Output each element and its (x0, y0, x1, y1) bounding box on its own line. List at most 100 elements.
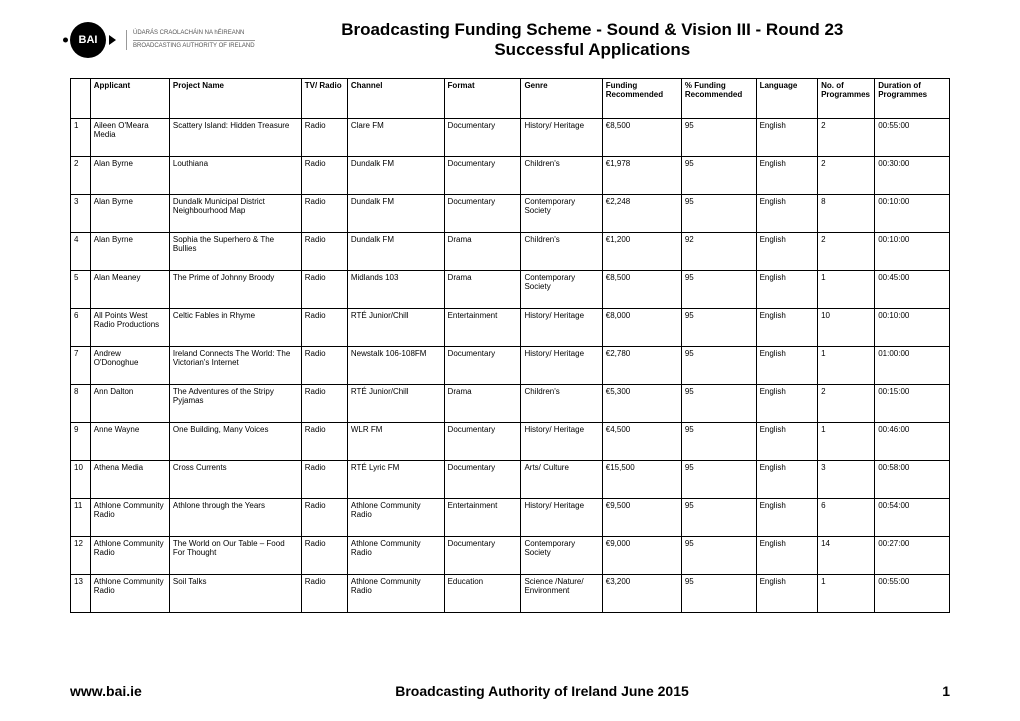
footer-org: Broadcasting Authority of Ireland June 2… (395, 683, 689, 699)
column-header: Channel (347, 79, 444, 119)
column-header: No. of Programmes (818, 79, 875, 119)
table-cell: English (756, 575, 818, 613)
table-cell: The World on Our Table – Food For Though… (169, 537, 301, 575)
table-cell: Education (444, 575, 521, 613)
table-cell: Alan Byrne (90, 195, 169, 233)
table-cell: 00:58:00 (875, 461, 950, 499)
table-cell: 1 (818, 347, 875, 385)
table-cell: 95 (681, 537, 756, 575)
table-cell: 1 (71, 119, 91, 157)
table-cell: Athlone Community Radio (90, 499, 169, 537)
table-cell: 95 (681, 347, 756, 385)
table-cell: Documentary (444, 347, 521, 385)
page-title: Broadcasting Funding Scheme - Sound & Vi… (295, 20, 890, 60)
table-cell: English (756, 461, 818, 499)
table-cell: Radio (301, 385, 347, 423)
table-cell: Dundalk FM (347, 157, 444, 195)
table-cell: Alan Byrne (90, 157, 169, 195)
table-cell: 7 (71, 347, 91, 385)
table-cell: Alan Meaney (90, 271, 169, 309)
column-header: Format (444, 79, 521, 119)
table-cell: History/ Heritage (521, 499, 602, 537)
table-cell: Dundalk FM (347, 233, 444, 271)
table-cell: 95 (681, 119, 756, 157)
table-cell: RTÉ Junior/Chill (347, 309, 444, 347)
table-cell: Contemporary Society (521, 195, 602, 233)
table-cell: Radio (301, 423, 347, 461)
table-row: 13Athlone Community RadioSoil TalksRadio… (71, 575, 950, 613)
table-cell: Radio (301, 119, 347, 157)
table-cell: 95 (681, 499, 756, 537)
table-cell: 00:10:00 (875, 233, 950, 271)
table-cell: Alan Byrne (90, 233, 169, 271)
table-cell: English (756, 537, 818, 575)
table-row: 12Athlone Community RadioThe World on Ou… (71, 537, 950, 575)
table-cell: Arts/ Culture (521, 461, 602, 499)
table-cell: 13 (71, 575, 91, 613)
table-cell: Drama (444, 271, 521, 309)
table-cell: English (756, 309, 818, 347)
table-cell: 95 (681, 195, 756, 233)
table-cell: Radio (301, 271, 347, 309)
table-cell: Celtic Fables in Rhyme (169, 309, 301, 347)
table-cell: 95 (681, 309, 756, 347)
table-cell: 1 (818, 423, 875, 461)
table-cell: English (756, 385, 818, 423)
table-head: ApplicantProject NameTV/ RadioChannelFor… (71, 79, 950, 119)
logo-text-en: BROADCASTING AUTHORITY OF IRELAND (133, 40, 255, 50)
table-cell: Athlone Community Radio (90, 537, 169, 575)
table-cell: Drama (444, 385, 521, 423)
table-row: 5Alan MeaneyThe Prime of Johnny BroodyRa… (71, 271, 950, 309)
table-cell: 8 (71, 385, 91, 423)
table-cell: Documentary (444, 195, 521, 233)
table-cell: Louthiana (169, 157, 301, 195)
table-cell: 10 (818, 309, 875, 347)
table-cell: 2 (818, 385, 875, 423)
table-cell: 92 (681, 233, 756, 271)
column-header: Project Name (169, 79, 301, 119)
table-cell: 95 (681, 157, 756, 195)
table-cell: Newstalk 106-108FM (347, 347, 444, 385)
table-cell: Documentary (444, 461, 521, 499)
table-cell: 8 (818, 195, 875, 233)
table-cell: 14 (818, 537, 875, 575)
table-cell: History/ Heritage (521, 119, 602, 157)
table-cell: 2 (71, 157, 91, 195)
column-header: TV/ Radio (301, 79, 347, 119)
table-cell: Documentary (444, 423, 521, 461)
table-cell: Midlands 103 (347, 271, 444, 309)
table-cell: Athena Media (90, 461, 169, 499)
table-cell: €2,780 (602, 347, 681, 385)
table-row: 1Aileen O'Meara MediaScattery Island: Hi… (71, 119, 950, 157)
table-cell: 95 (681, 461, 756, 499)
table-cell: €9,000 (602, 537, 681, 575)
table-cell: 00:54:00 (875, 499, 950, 537)
table-row: 6All Points West Radio ProductionsCeltic… (71, 309, 950, 347)
table-cell: English (756, 499, 818, 537)
table-cell: RTÉ Junior/Chill (347, 385, 444, 423)
table-cell: Documentary (444, 157, 521, 195)
table-cell: 1 (818, 575, 875, 613)
table-cell: English (756, 423, 818, 461)
table-cell: 10 (71, 461, 91, 499)
table-cell: Athlone Community Radio (347, 537, 444, 575)
logo-icon: BAI (70, 22, 106, 58)
table-cell: Children's (521, 385, 602, 423)
table-cell: 4 (71, 233, 91, 271)
table-cell: English (756, 271, 818, 309)
table-cell: €5,300 (602, 385, 681, 423)
logo-text: ÚDARÁS CRAOLACHÁIN NA hÉIREANN BROADCAST… (126, 30, 255, 49)
applications-table: ApplicantProject NameTV/ RadioChannelFor… (70, 78, 950, 613)
table-cell: All Points West Radio Productions (90, 309, 169, 347)
table-cell: Entertainment (444, 499, 521, 537)
table-cell: History/ Heritage (521, 423, 602, 461)
logo: BAI ÚDARÁS CRAOLACHÁIN NA hÉIREANN BROAD… (70, 22, 255, 58)
table-cell: Drama (444, 233, 521, 271)
table-cell: €9,500 (602, 499, 681, 537)
table-cell: 00:55:00 (875, 119, 950, 157)
table-cell: Radio (301, 499, 347, 537)
table-cell: 1 (818, 271, 875, 309)
table-cell: Radio (301, 309, 347, 347)
table-cell: Children's (521, 233, 602, 271)
table-cell: Radio (301, 575, 347, 613)
